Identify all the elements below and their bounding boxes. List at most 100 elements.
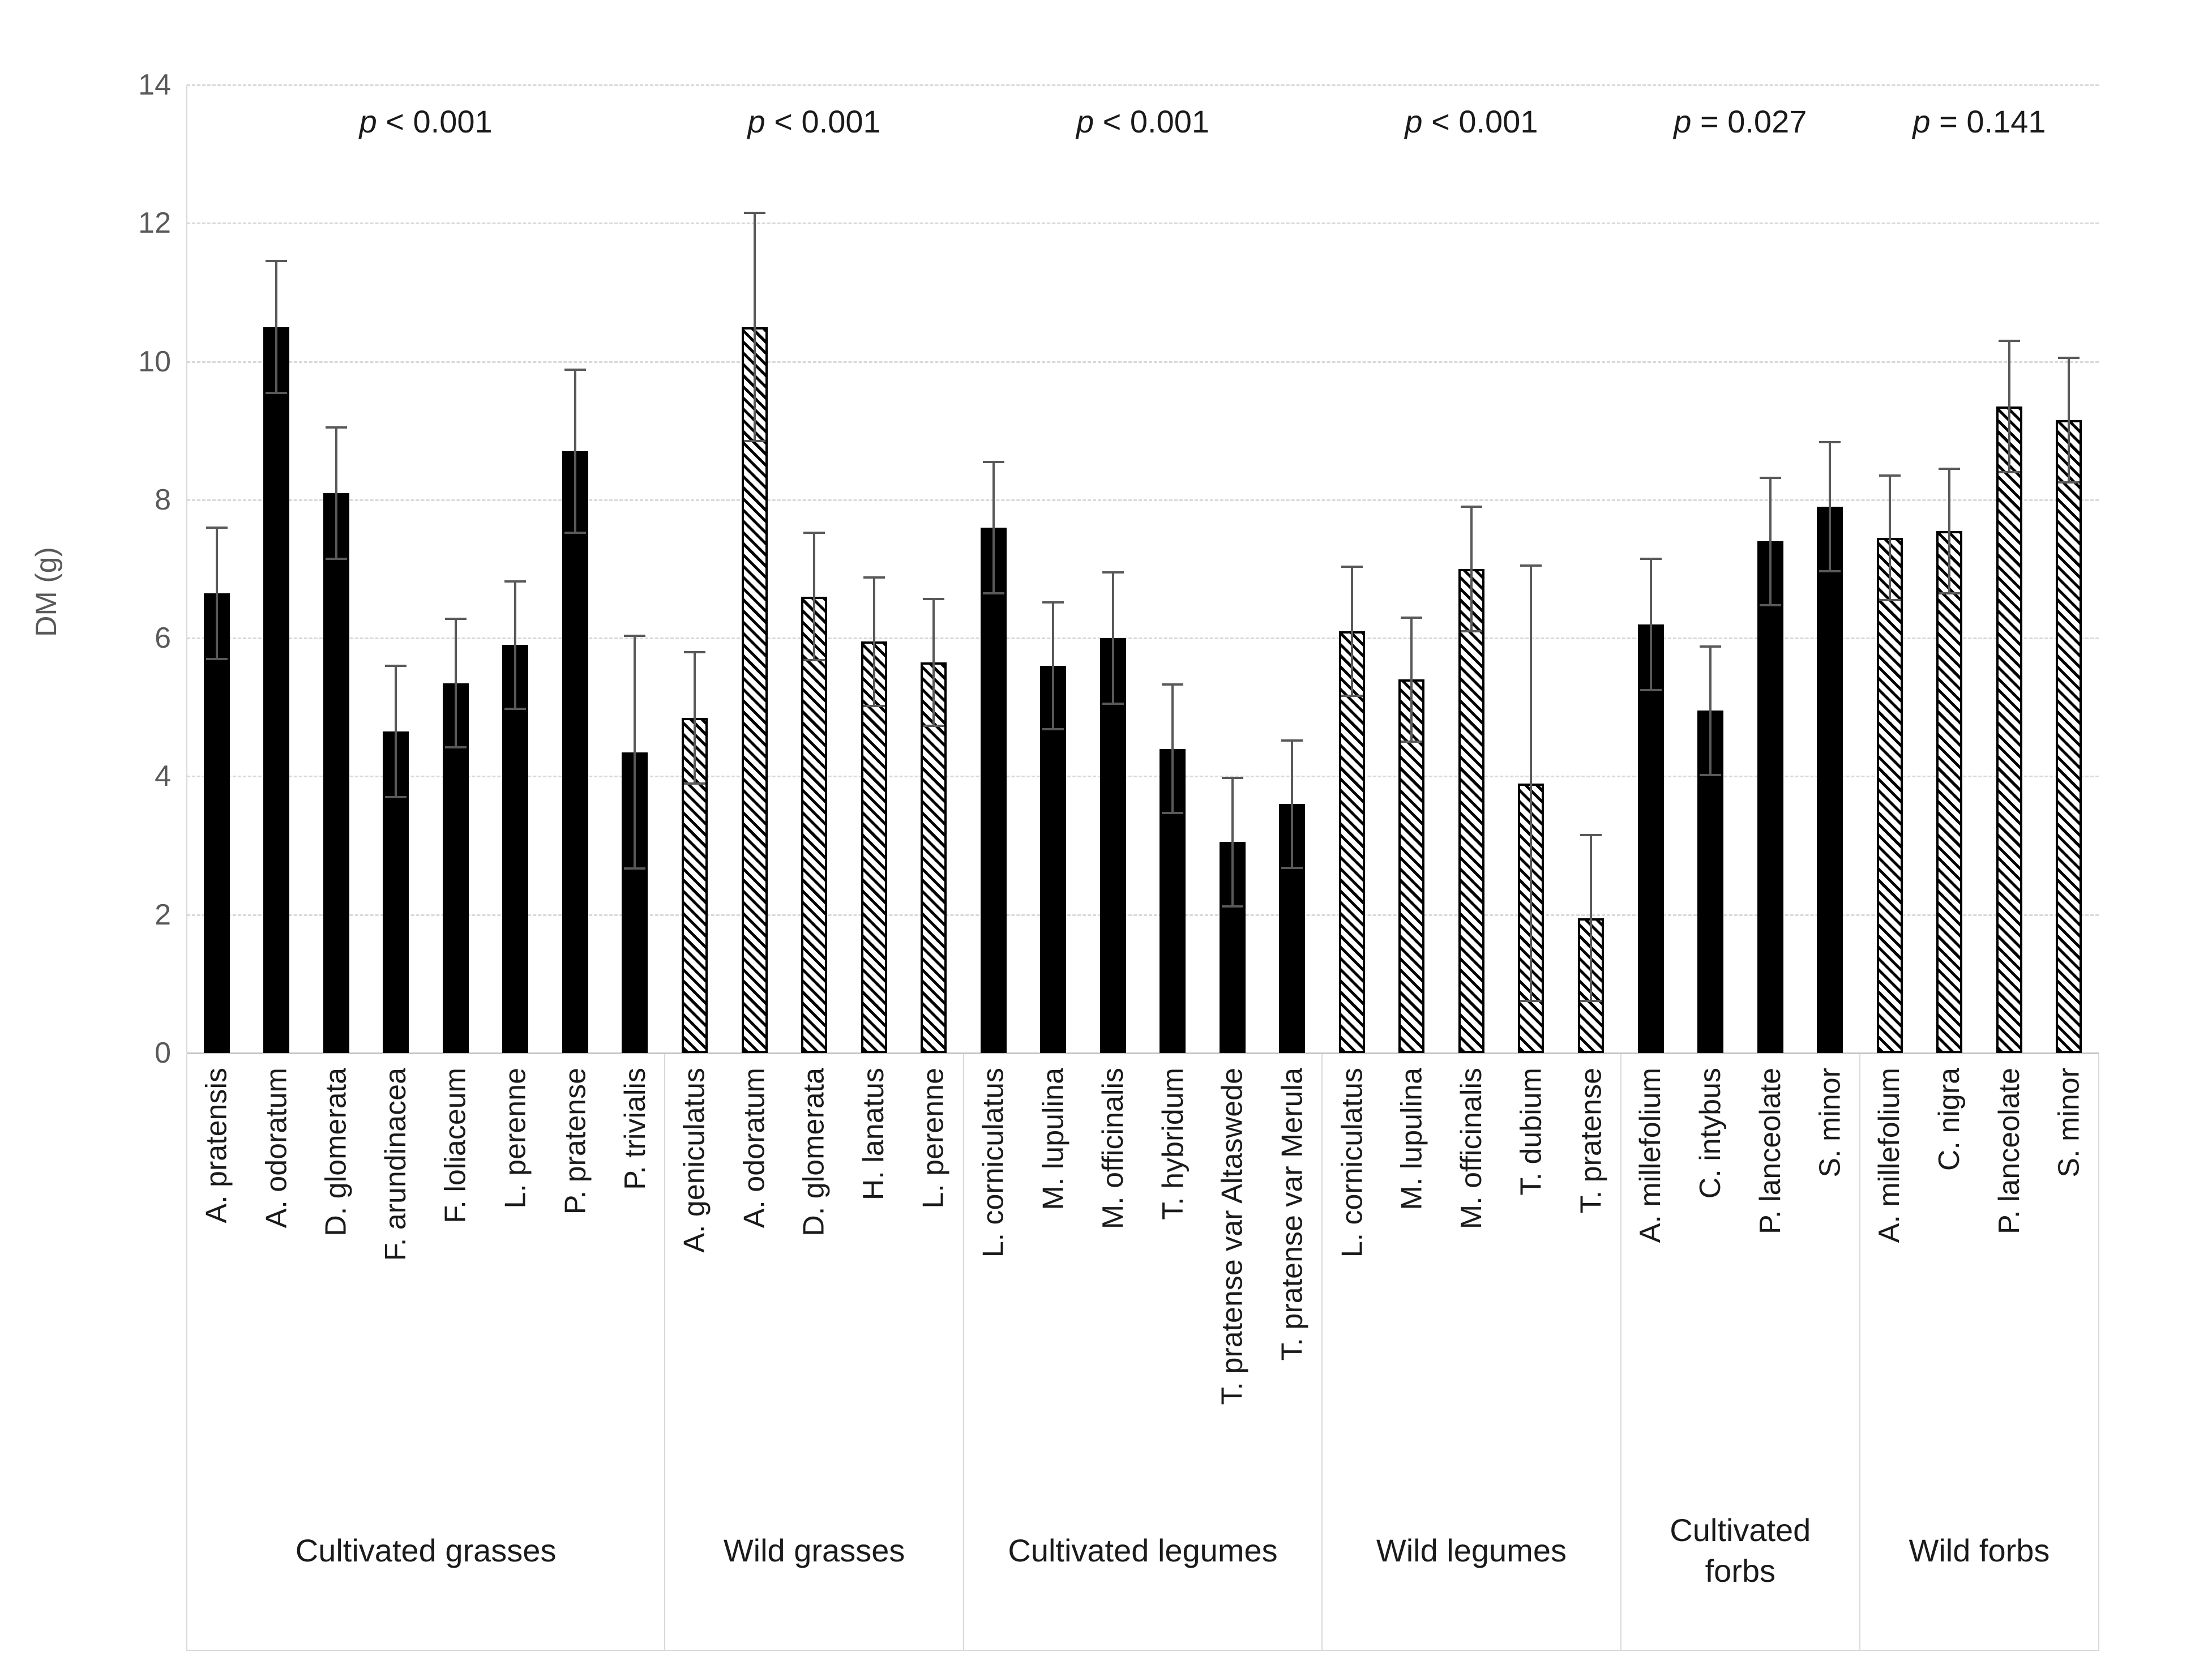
- p-value-label: p = 0.141: [1912, 104, 2046, 139]
- gridline: [187, 776, 2099, 778]
- bar: [2056, 420, 2082, 1053]
- species-label: S. minor: [1813, 1068, 1847, 1178]
- error-bar-cap: [444, 746, 467, 749]
- error-bar-cap: [923, 725, 945, 727]
- gridline: [187, 84, 2099, 86]
- error-bar-cap: [325, 557, 347, 560]
- bar: [1817, 507, 1843, 1053]
- error-bar-cap: [1819, 441, 1841, 444]
- error-bar-cap: [325, 426, 347, 429]
- y-tick-label: 4: [155, 760, 171, 793]
- error-bar-cap: [1759, 604, 1781, 606]
- error-bar-cap: [504, 707, 527, 710]
- species-label: C. intybus: [1694, 1068, 1727, 1199]
- error-bar-cap: [803, 659, 825, 662]
- error-bar: [1470, 507, 1473, 631]
- species-label: M. officinalis: [1454, 1068, 1488, 1230]
- error-bar-cap: [1998, 471, 2020, 473]
- species-label: C. nigra: [1933, 1068, 1966, 1171]
- error-bar-cap: [1879, 474, 1901, 477]
- error-bar-cap: [982, 460, 1004, 463]
- error-bar-cap: [564, 532, 586, 534]
- y-tick-label: 10: [138, 345, 171, 378]
- error-bar: [1410, 617, 1413, 742]
- error-bar-cap: [1700, 773, 1722, 776]
- species-label: L. corniculatus: [977, 1068, 1010, 1258]
- error-bar-cap: [863, 576, 885, 579]
- error-bar-cap: [1401, 616, 1423, 619]
- error-bar: [2008, 340, 2010, 472]
- bar: [502, 645, 529, 1053]
- group-divider: [1620, 1054, 1621, 1651]
- bar: [203, 593, 230, 1053]
- error-bar-cap: [206, 526, 228, 529]
- error-bar-cap: [1281, 866, 1303, 869]
- error-bar-cap: [385, 796, 407, 799]
- label-area-bottom-border: [187, 1650, 2099, 1651]
- error-bar-cap: [1460, 630, 1482, 632]
- error-bar-cap: [743, 211, 765, 214]
- error-bar: [1649, 558, 1652, 690]
- error-bar: [1709, 646, 1712, 775]
- species-label: D. glomerata: [798, 1068, 831, 1236]
- gridline: [187, 361, 2099, 363]
- error-bar: [454, 618, 457, 748]
- bar: [1757, 541, 1783, 1053]
- error-bar-cap: [1162, 812, 1184, 815]
- error-bar: [694, 652, 696, 784]
- error-bar-cap: [684, 651, 706, 653]
- error-bar-cap: [803, 532, 825, 534]
- error-bar-cap: [266, 391, 288, 394]
- error-bar: [1589, 835, 1592, 1002]
- group-divider: [664, 1054, 666, 1651]
- bar: [921, 662, 947, 1053]
- species-label: A. geniculatus: [678, 1068, 712, 1253]
- error-bar-cap: [1939, 592, 1961, 594]
- bar: [1338, 631, 1365, 1053]
- error-bar-cap: [1520, 1000, 1542, 1003]
- species-label: M. officinalis: [1096, 1068, 1129, 1230]
- error-bar-cap: [1221, 776, 1243, 779]
- species-label: S. minor: [2052, 1068, 2086, 1178]
- gridline: [187, 499, 2099, 501]
- error-bar-cap: [1042, 601, 1064, 604]
- species-label: L. corniculatus: [1335, 1068, 1368, 1258]
- group-label: Wild forbs: [1909, 1533, 2050, 1568]
- species-label: M. lupulina: [1037, 1068, 1070, 1210]
- gridline: [187, 914, 2099, 916]
- error-bar-cap: [504, 580, 527, 583]
- group-divider: [2098, 1054, 2099, 1651]
- error-bar-cap: [1042, 728, 1064, 731]
- error-bar: [1052, 602, 1055, 730]
- error-bar-cap: [266, 260, 288, 263]
- species-label: D. glomerata: [319, 1068, 353, 1236]
- error-bar: [813, 533, 816, 661]
- y-axis-title: DM (g): [30, 547, 63, 637]
- error-bar: [275, 261, 278, 393]
- error-bar-cap: [624, 635, 646, 637]
- error-bar: [872, 577, 875, 706]
- error-bar-cap: [1580, 834, 1602, 837]
- error-bar-cap: [2058, 481, 2080, 484]
- error-bar-cap: [1759, 476, 1781, 479]
- species-label: L. perenne: [499, 1068, 532, 1209]
- error-bar: [2068, 358, 2070, 483]
- error-bar: [1829, 442, 1832, 571]
- bar: [1876, 538, 1903, 1053]
- y-tick-label: 8: [155, 483, 171, 516]
- error-bar: [1171, 684, 1174, 814]
- error-bar-cap: [1939, 467, 1961, 470]
- y-tick-label: 14: [138, 69, 171, 101]
- error-bar-cap: [1102, 703, 1124, 705]
- y-tick-label: 0: [155, 1037, 171, 1069]
- error-bar-cap: [1520, 564, 1542, 567]
- bar: [1099, 638, 1126, 1053]
- group-divider: [1859, 1054, 1860, 1651]
- species-label: T. pratense var Merula: [1276, 1068, 1309, 1361]
- error-bar-cap: [982, 592, 1004, 594]
- error-bar: [992, 461, 995, 593]
- error-bar-cap: [1162, 683, 1184, 686]
- species-label: M. lupulina: [1395, 1068, 1428, 1210]
- p-value-label: p < 0.001: [1076, 104, 1210, 139]
- error-bar: [1888, 476, 1891, 600]
